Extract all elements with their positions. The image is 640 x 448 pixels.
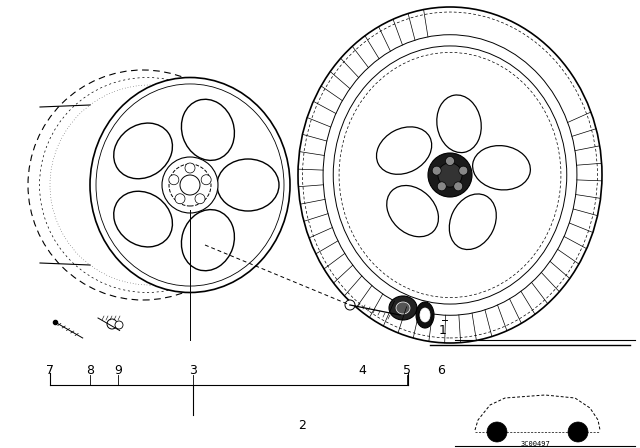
Ellipse shape: [449, 194, 496, 250]
Circle shape: [432, 166, 441, 175]
Ellipse shape: [436, 95, 481, 153]
Ellipse shape: [181, 210, 234, 271]
Ellipse shape: [416, 302, 434, 328]
Ellipse shape: [376, 127, 432, 174]
Circle shape: [107, 319, 117, 329]
Circle shape: [115, 321, 123, 329]
Circle shape: [201, 175, 211, 185]
Circle shape: [438, 163, 462, 187]
Text: 8: 8: [86, 363, 94, 376]
Ellipse shape: [323, 35, 577, 315]
Ellipse shape: [387, 185, 438, 237]
Ellipse shape: [217, 159, 279, 211]
Ellipse shape: [389, 296, 417, 320]
Circle shape: [162, 157, 218, 213]
Text: 3: 3: [189, 363, 197, 376]
Ellipse shape: [90, 78, 290, 293]
Circle shape: [437, 182, 446, 191]
Text: 1: 1: [439, 323, 447, 336]
Text: 3C00497: 3C00497: [520, 441, 550, 447]
Circle shape: [487, 422, 507, 442]
Text: 6: 6: [437, 363, 445, 376]
Circle shape: [175, 194, 185, 204]
Ellipse shape: [472, 146, 531, 190]
Circle shape: [169, 164, 211, 206]
Circle shape: [169, 175, 179, 185]
Ellipse shape: [114, 191, 172, 247]
Ellipse shape: [420, 308, 430, 322]
Circle shape: [185, 163, 195, 173]
Circle shape: [459, 166, 468, 175]
Ellipse shape: [333, 46, 567, 304]
Circle shape: [345, 300, 355, 310]
Ellipse shape: [114, 123, 172, 179]
Text: 5: 5: [403, 363, 411, 376]
Ellipse shape: [181, 99, 234, 160]
Circle shape: [568, 422, 588, 442]
Text: 2: 2: [298, 418, 306, 431]
Text: 9: 9: [114, 363, 122, 376]
Circle shape: [428, 153, 472, 197]
Ellipse shape: [396, 302, 410, 314]
Text: 7: 7: [46, 363, 54, 376]
Circle shape: [195, 194, 205, 204]
Circle shape: [445, 156, 454, 165]
Circle shape: [454, 182, 463, 191]
Text: 4: 4: [358, 363, 366, 376]
